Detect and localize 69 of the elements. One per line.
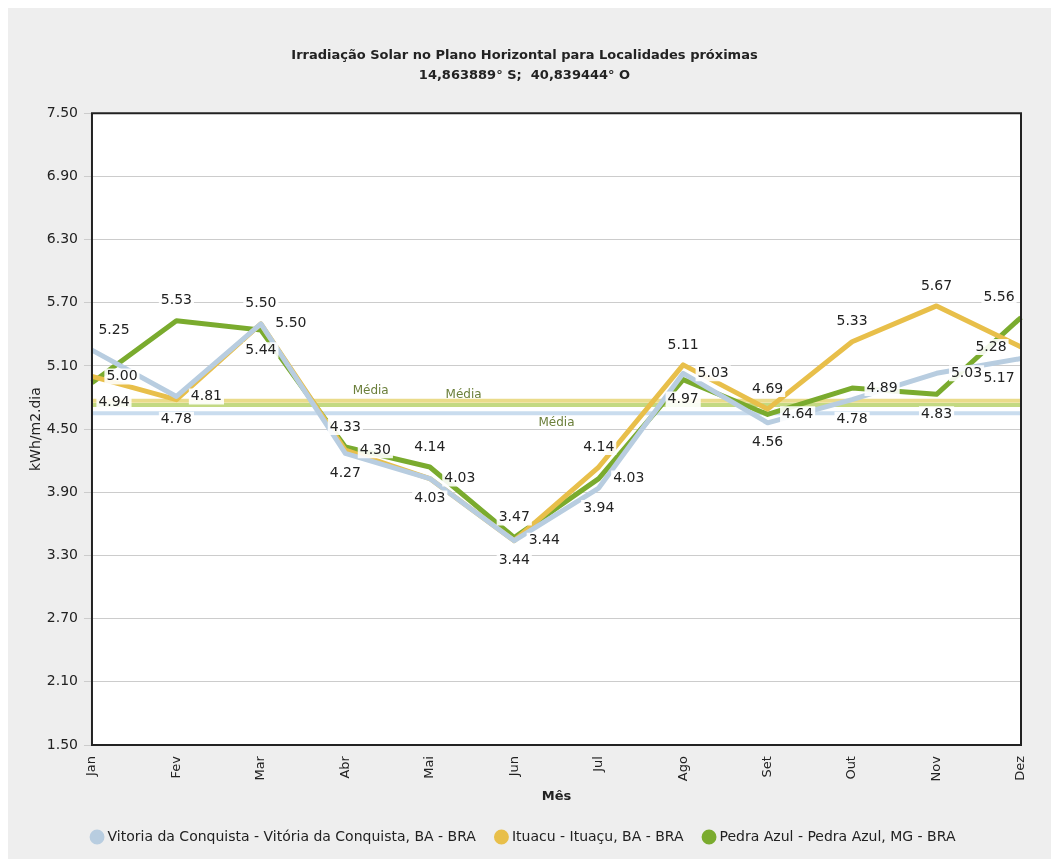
text: 7.50: [46, 103, 78, 120]
data-label: 5.00: [106, 367, 138, 384]
x-tick-label: Mai: [421, 756, 437, 779]
data-label: 4.56: [752, 433, 784, 450]
text: 2.70: [46, 609, 78, 626]
x-tick-label: Fev: [167, 755, 183, 779]
x-tick-label: Jan: [83, 756, 99, 778]
data-label: 5.44: [245, 340, 277, 357]
data-label: 3.94: [583, 498, 615, 515]
legend-label: Ituacu - Ituaçu, BA - BRA: [511, 827, 684, 844]
text: 3.90: [46, 482, 78, 499]
x-tick-label: Abr: [336, 755, 352, 779]
data-label: 3.44: [498, 551, 530, 568]
data-label: 4.03: [613, 469, 645, 486]
text: 5.10: [46, 356, 78, 373]
text: 2.10: [46, 672, 78, 689]
x-axis-title: Mês: [541, 787, 572, 803]
data-label: 5.25: [98, 320, 130, 337]
data-label: 4.81: [190, 387, 223, 404]
data-label: 4.14: [414, 437, 446, 454]
text: 6.30: [46, 230, 78, 247]
data-label: 4.89: [866, 378, 898, 395]
legend-label: Pedra Azul - Pedra Azul, MG - BRA: [719, 827, 956, 844]
data-label: 4.64: [782, 405, 814, 422]
x-tick-label: Mar: [252, 755, 268, 781]
data-label: 4.33: [329, 417, 361, 434]
data-label: 5.50: [245, 294, 277, 311]
data-label: 4.03: [444, 469, 476, 486]
legend-label: Vitoria da Conquista - Vitória da Conquista, BA - BRA: [107, 827, 477, 844]
data-label: 3.44: [528, 531, 560, 548]
ref-line-label: Média: [445, 387, 482, 402]
x-tick-label: Set: [759, 756, 774, 778]
text: 1.50: [46, 735, 78, 752]
data-label: 3.47: [498, 508, 530, 525]
data-label: 5.17: [983, 369, 1015, 386]
text: 3.30: [46, 546, 78, 563]
data-label: 4.78: [836, 410, 868, 427]
data-label: 5.33: [836, 312, 868, 329]
text: 4.50: [46, 419, 78, 436]
x-tick-label: Nov: [927, 755, 943, 782]
data-label: 5.50: [275, 314, 307, 331]
ref-line-label: Média: [538, 415, 575, 430]
data-label: 4.78: [160, 410, 193, 427]
data-label: 5.53: [160, 291, 193, 308]
x-tick-label: Dez: [1012, 755, 1028, 781]
data-label: 5.28: [975, 337, 1007, 354]
data-label: 5.03: [950, 363, 983, 380]
data-label: 4.97: [667, 390, 699, 407]
data-label: 4.94: [98, 393, 130, 410]
data-label: 4.69: [752, 379, 784, 396]
ref-line-label: Média: [352, 382, 389, 397]
x-tick-label: Ago: [674, 755, 690, 782]
x-tick-label: Jun: [505, 756, 521, 778]
data-label: 5.03: [697, 363, 729, 380]
data-label: 5.11: [667, 335, 699, 352]
data-label: 4.03: [414, 489, 446, 506]
data-label: 4.30: [359, 440, 391, 457]
text: 6.90: [46, 167, 78, 184]
text: 5.70: [46, 293, 78, 310]
data-label: 5.67: [920, 276, 953, 293]
chart-title: Irradiação Solar no Plano Horizontal para Localidades próximas: [291, 47, 758, 63]
data-label: 4.14: [583, 437, 615, 454]
y-axis-title: kWh/m2.dia: [27, 387, 44, 472]
data-label: 4.27: [329, 463, 361, 480]
data-label: 5.56: [983, 288, 1015, 305]
x-tick-label: Out: [843, 756, 859, 780]
chart-subtitle: 14,863889° S; 40,839444° O: [418, 66, 631, 82]
x-tick-label: Jul: [590, 756, 606, 773]
data-label: 4.83: [920, 405, 953, 421]
